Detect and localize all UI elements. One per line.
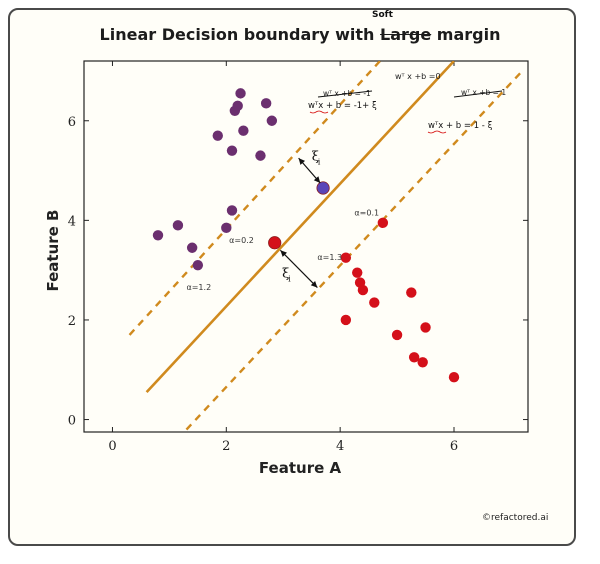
slack-label-lower: ξ bbox=[282, 267, 289, 282]
support-vector-point bbox=[316, 181, 330, 195]
y-tick-label: 4 bbox=[68, 214, 76, 229]
class-a-point bbox=[260, 98, 272, 109]
class-b-point bbox=[408, 352, 420, 363]
class-a-point bbox=[235, 88, 246, 99]
x-tick-label: 2 bbox=[222, 439, 230, 454]
class-b-point bbox=[340, 314, 352, 326]
class-a-point bbox=[232, 100, 243, 112]
class-a-point bbox=[186, 242, 198, 253]
y-tick-label: 6 bbox=[68, 115, 76, 130]
lower-margin-line bbox=[185, 70, 524, 431]
class-b-point bbox=[340, 252, 352, 263]
plot-area-border bbox=[83, 60, 529, 433]
lower-margin-equation-struck: wᵀ x +b = 1 bbox=[461, 88, 506, 97]
class-b-point bbox=[357, 284, 369, 296]
chart-title: Linear Decision boundary with Large marg… bbox=[99, 25, 501, 44]
y-axis-label: Feature B bbox=[44, 209, 62, 291]
class-a-point bbox=[266, 115, 278, 126]
alpha-label: α=1.2 bbox=[186, 283, 211, 292]
class-b-point bbox=[352, 267, 363, 278]
slack-arrow-upper-head bbox=[298, 158, 306, 165]
strike-line bbox=[453, 90, 503, 98]
class-a-point bbox=[238, 125, 249, 136]
title-struck-word: Large bbox=[380, 25, 432, 44]
alpha-label: α=1.3 bbox=[317, 253, 342, 262]
upper-margin-equation: wᵀx + b = -1+ ξ bbox=[308, 101, 377, 111]
class-b-point bbox=[369, 297, 380, 308]
class-a-point bbox=[172, 220, 184, 231]
lower-margin-equation: wᵀx + b = 1 - ξ bbox=[428, 121, 493, 131]
title-insert-word: Soft bbox=[372, 10, 393, 20]
class-a-point bbox=[255, 150, 266, 161]
class-b-point bbox=[448, 372, 460, 383]
class-a-point bbox=[212, 130, 223, 141]
y-tick-label: 2 bbox=[68, 314, 76, 329]
slack-label-upper: ξ bbox=[312, 150, 319, 165]
class-a-point bbox=[152, 230, 164, 241]
slack-arrow-lower-head bbox=[280, 250, 287, 257]
alpha-label: α=0.2 bbox=[229, 236, 254, 245]
decision-boundary-line bbox=[145, 61, 455, 394]
class-b-point bbox=[417, 357, 428, 368]
class-a-point bbox=[226, 145, 238, 156]
slack-label-lower-sub: i bbox=[288, 275, 291, 284]
x-tick-label: 6 bbox=[450, 439, 458, 454]
spellcheck-underline bbox=[309, 110, 329, 114]
class-b-point bbox=[391, 329, 403, 341]
chart-frame bbox=[8, 8, 576, 546]
credit-label: ©refactored.ai bbox=[482, 513, 549, 523]
class-b-point bbox=[420, 322, 431, 333]
slack-label-upper-sub: i bbox=[318, 158, 321, 167]
class-a-point bbox=[221, 222, 232, 234]
slack-arrow-lower-head bbox=[310, 280, 318, 288]
class-a-point bbox=[192, 259, 204, 271]
spellcheck-underline bbox=[427, 130, 447, 134]
x-tick-label: 0 bbox=[108, 439, 116, 454]
x-tick-label: 4 bbox=[336, 439, 344, 454]
slack-arrow-upper-head bbox=[313, 176, 321, 184]
slack-arrow-lower bbox=[279, 249, 318, 289]
class-a-point bbox=[226, 205, 238, 216]
y-tick-label: 0 bbox=[68, 414, 76, 429]
strike-line bbox=[317, 90, 373, 98]
x-axis-label: Feature A bbox=[259, 459, 342, 477]
class-b-point bbox=[377, 217, 389, 229]
boundary-equation: wᵀ x +b =0 bbox=[395, 72, 441, 81]
class-b-point bbox=[406, 287, 417, 298]
support-vector-point bbox=[268, 236, 282, 250]
alpha-label: α=0.1 bbox=[354, 208, 379, 217]
upper-margin-line bbox=[128, 61, 381, 336]
